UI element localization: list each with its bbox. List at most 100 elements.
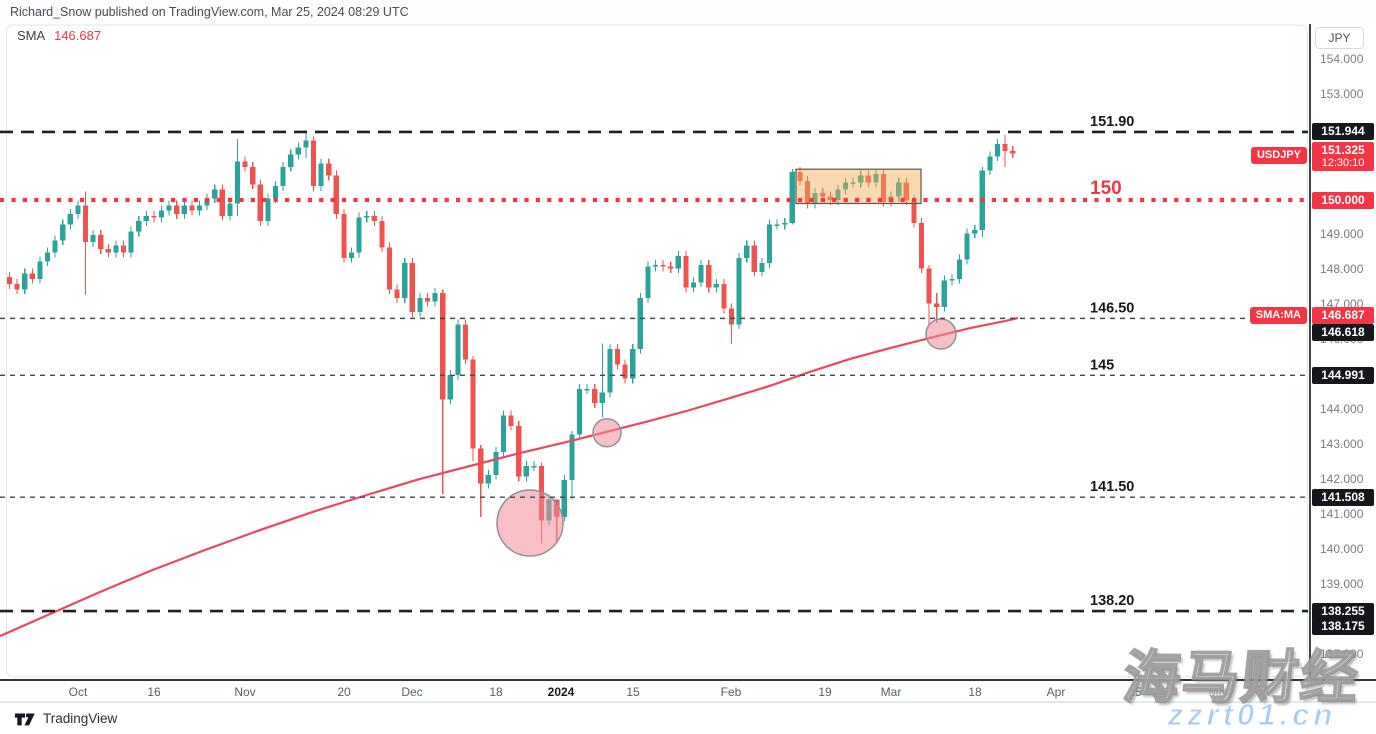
candle (82, 205, 89, 242)
chart-canvas[interactable]: 151.90 150 146.50 145 141.50 138.20 (0, 24, 1310, 679)
candle (219, 189, 225, 216)
candle (531, 466, 537, 468)
time-axis[interactable]: Oct 16 Nov 20 Dec 18 2024 15 Feb 19 Mar 18 Apr 15 May (0, 679, 1376, 701)
price-axis-tick: 142.000 (1320, 472, 1364, 486)
chart-pane: 151.90 150 146.50 145 141.50 138.20 SMA 146.6… (0, 24, 1310, 679)
candle (242, 161, 248, 167)
price-axis-badge: 151.944 (1312, 123, 1374, 141)
price-axis-badge: 146.618 (1312, 323, 1374, 341)
candle (90, 235, 96, 242)
candle (120, 245, 127, 253)
candle (934, 303, 940, 307)
candle (1002, 144, 1008, 151)
time-axis-label: Feb (720, 685, 742, 699)
candle (850, 182, 856, 185)
candle (523, 466, 529, 477)
candle (37, 261, 43, 279)
candle (820, 193, 826, 197)
candle (842, 182, 849, 190)
candle (341, 214, 347, 258)
candle (964, 233, 970, 260)
legend-indicator-name: SMA (17, 28, 45, 43)
countdown-timer: 12:30:10 (1321, 157, 1365, 170)
candle (417, 298, 423, 312)
footer: TradingView (0, 701, 1376, 734)
level-label: 145 (1090, 357, 1114, 373)
price-axis-badge: 141.508 (1312, 488, 1374, 506)
price-axis-tick: 137.000 (1320, 647, 1364, 661)
price-axis[interactable]: JPY 154.000 153.000 149.000 148.000 147.000 1… (1310, 24, 1376, 679)
candle (812, 193, 818, 204)
tradingview-brand[interactable]: TradingView (43, 711, 118, 726)
annotation-circle (925, 318, 957, 350)
candle (797, 172, 803, 181)
indicator-legend[interactable]: SMA 146.687 (17, 28, 101, 43)
price-axis-tick: 144.000 (1320, 402, 1364, 416)
tradingview-logo-icon[interactable] (14, 710, 36, 727)
candle (744, 245, 750, 258)
candle (956, 259, 963, 279)
time-axis-label: 20 (337, 685, 351, 699)
price-axis-badge: 138.175 (1312, 618, 1374, 636)
candle (592, 389, 598, 403)
candle (143, 215, 149, 221)
candle (493, 452, 499, 475)
sma-ma-chip: SMA:MA (1249, 307, 1307, 325)
candle (333, 175, 339, 214)
time-axis-label: Mar (880, 685, 902, 699)
candle (759, 263, 765, 272)
candle (196, 205, 203, 211)
candle (880, 173, 887, 202)
candle (272, 186, 279, 199)
legend-indicator-value: 146.687 (54, 28, 102, 43)
sma-chip-label: SMA:MA (1255, 309, 1301, 322)
candle (835, 189, 841, 200)
candle (174, 205, 180, 214)
candle (607, 348, 613, 393)
candle (6, 277, 13, 284)
candle (440, 292, 446, 400)
candle (371, 215, 377, 221)
candle (500, 415, 507, 452)
time-axis-label: Apr (1046, 685, 1066, 699)
candle (348, 252, 355, 258)
time-axis-label: 2024 (547, 685, 575, 699)
price-axis-tick: 153.000 (1320, 87, 1364, 101)
candle (478, 448, 484, 484)
price-axis-tick: 141.000 (1320, 507, 1364, 521)
candle (994, 144, 1001, 157)
currency-button[interactable]: JPY (1315, 27, 1364, 49)
candle (394, 289, 400, 298)
candle (827, 196, 833, 200)
candle (105, 249, 111, 253)
candle (356, 217, 362, 253)
price-axis-badge: 151.325 12:30:10 (1312, 142, 1374, 172)
candle (303, 140, 309, 148)
candle (804, 180, 811, 204)
time-axis-label: Oct (68, 685, 88, 699)
candle (364, 215, 370, 218)
candle (310, 140, 317, 186)
candle (903, 182, 909, 200)
price-axis-tick: 143.000 (1320, 437, 1364, 451)
candle (409, 263, 415, 312)
header-byline: Richard_Snow published on TradingView.co… (10, 5, 409, 19)
consolidation-range-box (795, 168, 922, 205)
candle (136, 221, 142, 232)
candle (44, 252, 51, 262)
candle (774, 224, 780, 227)
candle (766, 224, 773, 263)
candle (189, 205, 195, 211)
price-axis-tick: 140.000 (1320, 542, 1364, 556)
candle (698, 264, 704, 283)
candle (668, 266, 674, 269)
candle (265, 198, 271, 221)
candle (1010, 151, 1016, 154)
candle (652, 264, 659, 267)
candle (29, 273, 35, 279)
axis-divider (1309, 24, 1311, 701)
candle (508, 415, 514, 426)
candle (706, 264, 712, 288)
candle (926, 268, 932, 304)
price-axis-tick: 139.000 (1320, 577, 1364, 591)
